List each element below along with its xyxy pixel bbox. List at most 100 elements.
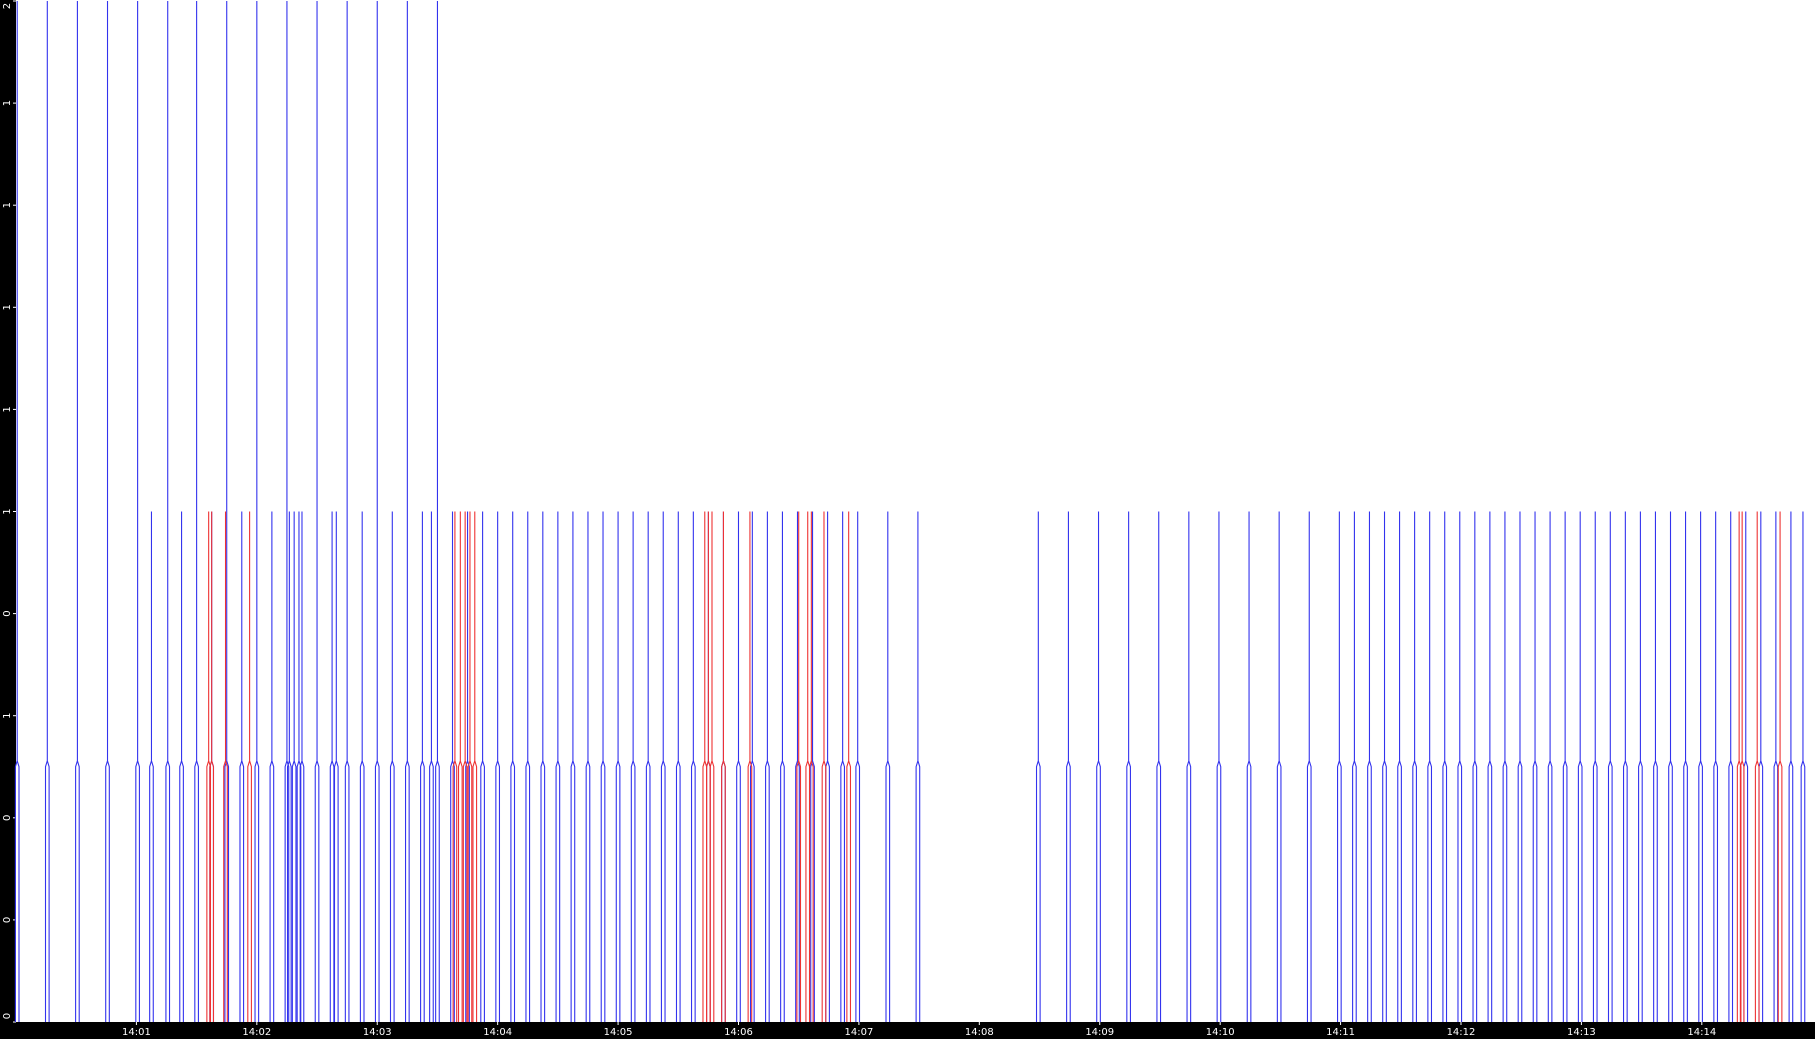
spike [585, 511, 591, 1022]
spike [1754, 511, 1760, 1022]
spike [1607, 511, 1613, 1022]
spike [135, 1, 140, 1022]
y-tick-label: 1 [2, 100, 13, 106]
spike [1777, 511, 1783, 1022]
spike [1623, 511, 1628, 1022]
spike [344, 1, 350, 1022]
spike [1728, 511, 1734, 1022]
spike [885, 511, 891, 1022]
spike [570, 511, 576, 1022]
spike [706, 511, 711, 1022]
spike [165, 1, 171, 1022]
spike [329, 511, 335, 1022]
spike [254, 1, 260, 1022]
spike [435, 1, 440, 1022]
x-tick-label: 14:14 [1687, 1027, 1716, 1038]
spike [660, 511, 666, 1022]
y-tick-label: 1 [2, 304, 13, 310]
spike [1668, 511, 1673, 1022]
spike [1186, 511, 1192, 1022]
spike [1577, 511, 1583, 1022]
x-tick-label: 14:03 [363, 1027, 392, 1038]
spike [429, 511, 434, 1022]
spike [420, 511, 425, 1022]
spike [1736, 511, 1742, 1022]
spike [247, 511, 252, 1022]
spike [1773, 511, 1779, 1022]
y-axis-band [0, 0, 16, 1039]
spike [915, 511, 921, 1022]
spike [465, 511, 470, 1022]
spike [209, 511, 215, 1022]
spike [1276, 511, 1282, 1022]
spike [1412, 511, 1417, 1022]
spike [690, 511, 696, 1022]
spike [736, 511, 741, 1022]
y-tick-label: 1 [2, 508, 13, 514]
spike [747, 511, 753, 1022]
spike [333, 511, 339, 1022]
spike [296, 511, 302, 1022]
spike [284, 1, 290, 1022]
spike [675, 511, 681, 1022]
spike [1352, 511, 1357, 1022]
spike [299, 511, 305, 1022]
spike [179, 511, 184, 1022]
spike [291, 511, 297, 1022]
spike [825, 511, 830, 1022]
spike [1800, 511, 1806, 1022]
spike [1739, 511, 1745, 1022]
spike [808, 511, 814, 1022]
spike [1397, 511, 1402, 1022]
spike [44, 1, 50, 1022]
y-tick-label: 0 [2, 917, 13, 923]
spike [1562, 511, 1568, 1022]
x-tick-label: 14:11 [1326, 1027, 1355, 1038]
spike [1758, 511, 1764, 1022]
spike [224, 1, 230, 1022]
spike [1532, 511, 1538, 1022]
spike [1653, 511, 1658, 1022]
spike [1096, 511, 1101, 1022]
spike [462, 511, 468, 1022]
spike [1367, 511, 1372, 1022]
spike [1156, 511, 1162, 1022]
spike [359, 511, 365, 1022]
spike [645, 511, 651, 1022]
spike [840, 511, 845, 1022]
spike [149, 511, 154, 1022]
spike [472, 511, 478, 1022]
spike [1517, 511, 1523, 1022]
spike [269, 511, 275, 1022]
spike [510, 511, 516, 1022]
spike [457, 511, 463, 1022]
spike [1337, 511, 1342, 1022]
spike [540, 511, 546, 1022]
spike [450, 511, 455, 1022]
spike [286, 511, 292, 1022]
spike [1216, 511, 1222, 1022]
spike [1126, 511, 1131, 1022]
y-tick-label: 1 [2, 202, 13, 208]
y-tick-label: 0 [2, 815, 13, 821]
x-tick-label: 14:04 [483, 1027, 512, 1038]
spike [1547, 511, 1553, 1022]
x-tick-label: 14:05 [604, 1027, 633, 1038]
spike [1066, 511, 1071, 1022]
spike [467, 511, 473, 1022]
spike [709, 511, 715, 1022]
spike [194, 1, 199, 1022]
spike [796, 511, 802, 1022]
spike [1306, 511, 1312, 1022]
spike [1743, 511, 1749, 1022]
spike [810, 511, 815, 1022]
spike [780, 511, 785, 1022]
spike [495, 511, 501, 1022]
spike [1502, 511, 1508, 1022]
y-tick-label: 1 [2, 713, 13, 719]
spike [1442, 511, 1448, 1022]
spike [525, 511, 531, 1022]
spike [480, 511, 485, 1022]
y-tick-label: 0 [2, 610, 13, 616]
spike [1788, 511, 1794, 1022]
